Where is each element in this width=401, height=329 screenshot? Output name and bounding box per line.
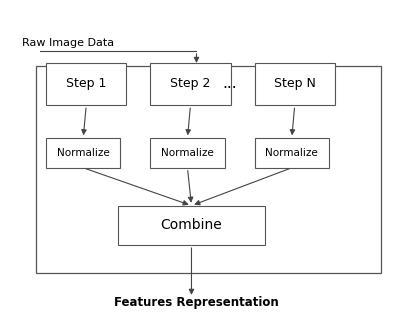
Bar [150,63,231,105]
Text: Step 2: Step 2 [170,77,211,90]
Bar [150,138,225,168]
Text: Normalize: Normalize [265,148,318,158]
Bar [255,63,335,105]
Text: Normalize: Normalize [57,148,109,158]
Bar [255,138,329,168]
Text: Features Representation: Features Representation [114,296,279,309]
Text: Combine: Combine [161,218,222,232]
Text: Normalize: Normalize [161,148,214,158]
Text: ...: ... [222,76,237,91]
Bar [46,63,126,105]
Bar [118,206,265,245]
Text: Step N: Step N [274,77,316,90]
Text: Step 1: Step 1 [66,77,106,90]
Text: Raw Image Data: Raw Image Data [22,38,114,48]
Bar [36,66,381,273]
Bar [46,138,120,168]
